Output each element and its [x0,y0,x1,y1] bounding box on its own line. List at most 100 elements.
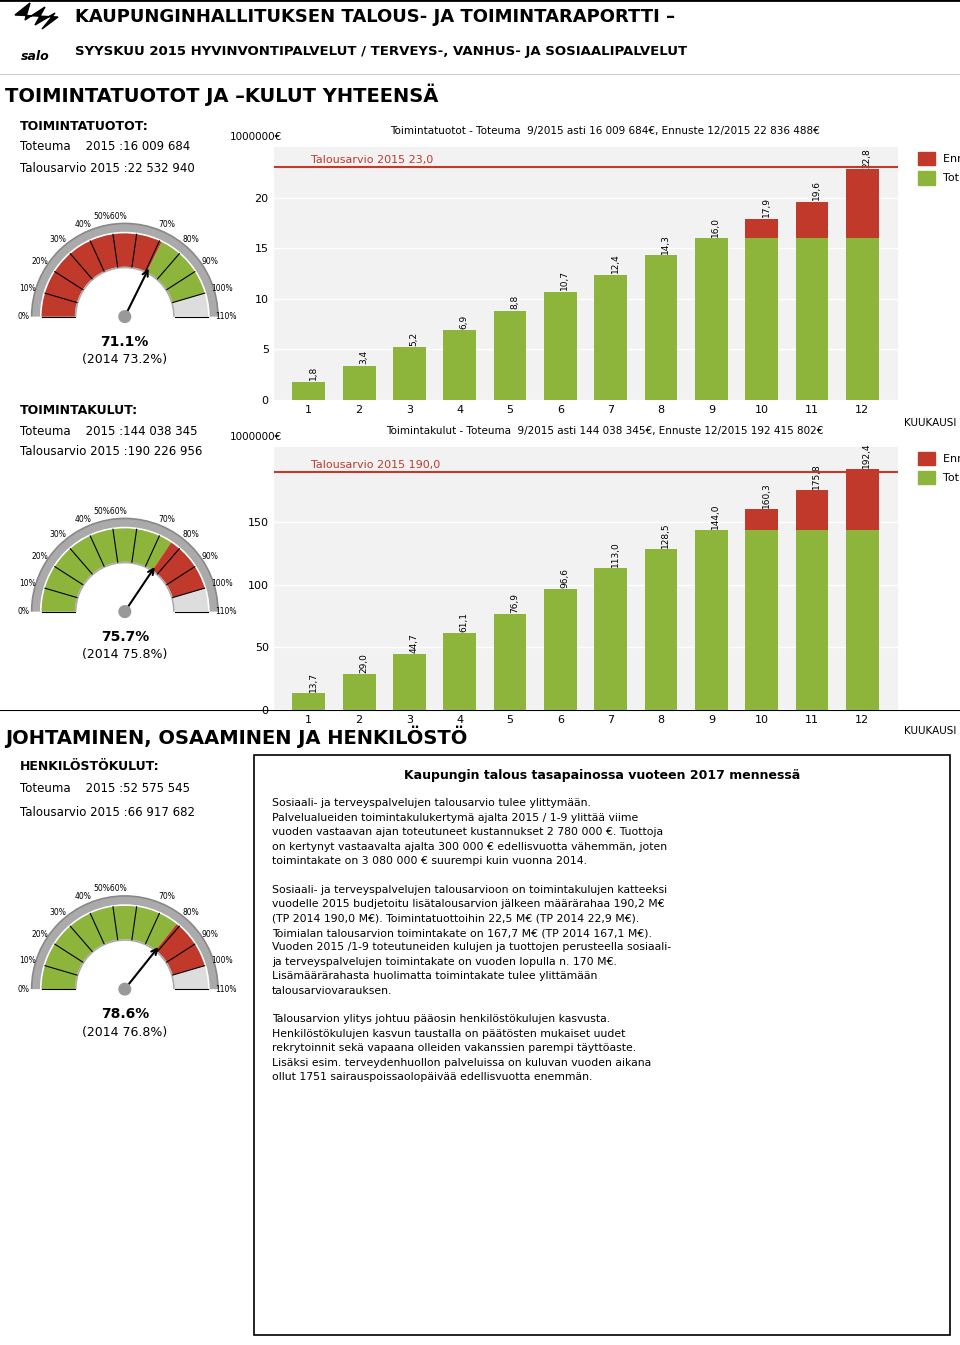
Text: 110%: 110% [216,312,237,321]
Text: 110%: 110% [216,985,237,994]
Bar [544,589,577,710]
Text: 100%: 100% [211,956,233,964]
Wedge shape [40,527,209,612]
Bar [745,510,779,530]
Wedge shape [147,242,204,303]
Bar [393,654,426,710]
Text: 40%: 40% [74,219,91,229]
Text: 113,0: 113,0 [611,542,620,568]
Bar [594,274,627,399]
Text: 90%: 90% [202,257,219,266]
Text: 100%: 100% [211,578,233,588]
Text: 192,4: 192,4 [862,443,872,468]
Text: 0%: 0% [17,607,30,616]
Circle shape [79,943,171,1034]
Text: 70%: 70% [158,892,176,901]
Text: 14,3: 14,3 [661,234,670,254]
Wedge shape [156,924,204,975]
Text: 22,8: 22,8 [862,148,872,168]
Text: 20%: 20% [31,257,48,266]
Text: Sosiaali- ja terveyspalvelujen talousarvio tulee ylittymään.
Palvelualueiden toi: Sosiaali- ja terveyspalvelujen talousarv… [272,799,671,1083]
Text: 50%60%: 50%60% [93,507,128,515]
Circle shape [79,566,171,658]
Text: 30%: 30% [50,235,67,245]
Bar [293,693,325,710]
Bar [493,613,526,710]
Text: 5,2: 5,2 [410,332,419,346]
Text: 10%: 10% [19,284,36,292]
Text: 175,8: 175,8 [812,463,821,488]
Bar [695,238,728,399]
Wedge shape [41,234,208,316]
Text: 0%: 0% [17,312,30,321]
Text: Talousarvio 2015 :190 226 956: Talousarvio 2015 :190 226 956 [20,445,203,459]
Text: 80%: 80% [183,530,200,539]
Wedge shape [31,896,219,989]
Text: (2014 73.2%): (2014 73.2%) [83,354,167,366]
Bar [645,549,678,710]
Text: Toteuma    2015 :16 009 684: Toteuma 2015 :16 009 684 [20,140,190,153]
Wedge shape [32,896,218,989]
Wedge shape [32,518,218,612]
Legend: Enn. 2015, Tot. 2015: Enn. 2015, Tot. 2015 [913,448,960,488]
Text: (2014 75.8%): (2014 75.8%) [83,648,167,662]
Bar [444,633,476,710]
Legend: Enn. 2015, Tot. 2015: Enn. 2015, Tot. 2015 [913,148,960,190]
Polygon shape [15,3,58,30]
Bar [493,311,526,399]
Text: 3,4: 3,4 [359,350,368,364]
Text: 40%: 40% [74,892,91,901]
Text: 78.6%: 78.6% [101,1007,149,1021]
Text: 29,0: 29,0 [359,652,368,672]
Bar [695,530,728,710]
Text: Toimintatuotot - Toteuma  9/2015 asti 16 009 684€, Ennuste 12/2015 22 836 488€: Toimintatuotot - Toteuma 9/2015 asti 16 … [390,126,820,136]
Text: Talousarvio 2015 190,0: Talousarvio 2015 190,0 [311,460,441,469]
Text: 13,7: 13,7 [309,672,318,691]
Text: 17,9: 17,9 [761,198,771,218]
Text: 0%: 0% [17,985,30,994]
Bar [745,238,779,399]
Wedge shape [41,529,208,612]
Text: 90%: 90% [202,553,219,561]
Wedge shape [40,904,209,989]
Wedge shape [41,907,177,989]
Text: 1000000€: 1000000€ [229,432,282,441]
Bar [846,169,878,238]
Bar [293,382,325,399]
Circle shape [119,605,131,617]
Circle shape [79,270,171,362]
Text: 96,6: 96,6 [561,568,569,588]
Circle shape [119,311,131,323]
Wedge shape [41,234,161,316]
Text: 76,9: 76,9 [510,593,519,613]
Text: 110%: 110% [216,607,237,616]
Text: 20%: 20% [31,553,48,561]
Text: Toteuma    2015 :144 038 345: Toteuma 2015 :144 038 345 [20,425,198,437]
Text: (2014 76.8%): (2014 76.8%) [83,1026,167,1038]
Bar [544,292,577,399]
Text: 6,9: 6,9 [460,315,468,328]
FancyBboxPatch shape [254,755,950,1336]
Text: salo: salo [20,51,49,63]
Text: 10%: 10% [19,956,36,964]
Wedge shape [75,266,175,316]
Text: Talousarvio 2015 23,0: Talousarvio 2015 23,0 [311,155,434,165]
Bar [796,530,828,710]
Text: 30%: 30% [50,908,67,917]
Bar [745,219,779,238]
Text: 12,4: 12,4 [611,253,620,273]
Text: TOIMINTATUOTOT JA –KULUT YHTEENSÄ: TOIMINTATUOTOT JA –KULUT YHTEENSÄ [5,83,439,106]
Text: TOIMINTATUOTOT:: TOIMINTATUOTOT: [20,120,149,133]
Text: Talousarvio 2015 :22 532 940: Talousarvio 2015 :22 532 940 [20,161,195,175]
Text: 16,0: 16,0 [711,217,720,237]
Wedge shape [75,562,175,612]
Text: 71.1%: 71.1% [101,335,149,348]
Text: Talousarvio 2015 :66 917 682: Talousarvio 2015 :66 917 682 [20,806,195,819]
Text: KUUKAUSI: KUUKAUSI [903,418,956,428]
Text: 44,7: 44,7 [410,633,419,654]
Text: TOIMINTAKULUT:: TOIMINTAKULUT: [20,405,138,417]
Text: 90%: 90% [202,929,219,939]
Text: 10,7: 10,7 [561,270,569,291]
Bar [796,202,828,238]
Text: 1000000€: 1000000€ [229,132,282,143]
